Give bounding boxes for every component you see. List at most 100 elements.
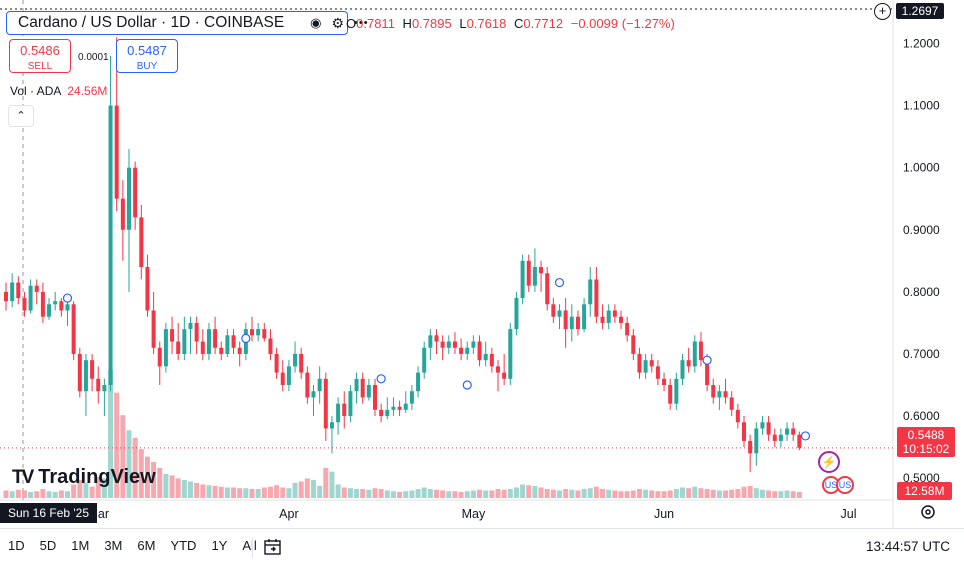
candle-down: [40, 291, 45, 317]
volume-bar: [569, 489, 575, 498]
range-ytd-button[interactable]: YTD: [170, 538, 197, 553]
range-1d-button[interactable]: 1D: [8, 538, 25, 553]
buy-button[interactable]: 0.5487 BUY: [116, 39, 178, 73]
volume-bar: [723, 490, 729, 498]
range-1m-button[interactable]: 1M: [71, 538, 90, 553]
candle-down: [213, 329, 218, 348]
time-axis[interactable]: Mar Apr May Jun Jul: [87, 507, 856, 521]
volume-bar: [144, 456, 150, 498]
chart-settings-gear-icon[interactable]: [919, 503, 937, 521]
range-3m-button[interactable]: 3M: [104, 538, 123, 553]
candle-up: [532, 267, 537, 286]
volume-bar: [126, 430, 132, 498]
volume-bar: [120, 415, 126, 498]
last-volume-badge: 12.58M: [897, 482, 952, 500]
volume-bar: [384, 490, 390, 498]
candle-up: [557, 310, 562, 317]
candle-up: [643, 360, 648, 373]
symbol-legend[interactable]: Cardano / US Dollar · 1D · COINBASE ◉ ⚙ …: [6, 11, 368, 35]
volume-bar: [65, 491, 70, 498]
volume-bar: [507, 488, 513, 498]
candle-down: [71, 304, 76, 354]
candle-up: [569, 316, 574, 330]
candle-up: [108, 105, 113, 386]
add-alert-plus-icon[interactable]: +: [874, 3, 891, 20]
volume-bar: [538, 487, 544, 498]
candle-up: [680, 360, 685, 379]
volume-bar: [698, 488, 704, 498]
candle-down: [305, 372, 310, 398]
candle-down: [342, 403, 347, 417]
volume-bar: [735, 488, 741, 498]
candle-down: [631, 335, 636, 354]
candle-down: [262, 329, 267, 339]
candle-down: [16, 282, 21, 299]
volume-bar: [489, 490, 495, 498]
volume-bar: [101, 478, 107, 498]
tradingview-logo[interactable]: TV TradingView: [12, 466, 156, 489]
candle-up: [354, 378, 359, 392]
volume-bar: [354, 488, 360, 498]
range-all-button[interactable]: All: [242, 538, 257, 553]
candle-down: [120, 198, 125, 230]
trade-marker: [62, 293, 73, 303]
volume-bar: [52, 491, 58, 498]
volume-bar: [317, 485, 323, 498]
range-1y-button[interactable]: 1Y: [211, 538, 228, 553]
volume-bar: [587, 488, 593, 498]
calendar-goto-icon[interactable]: [263, 537, 283, 557]
trade-marker: [376, 374, 386, 384]
candle-up: [778, 434, 783, 441]
candle-up: [391, 406, 396, 410]
volume-bar: [624, 491, 630, 498]
more-icon[interactable]: •••: [354, 17, 369, 29]
candle-layer: [4, 37, 802, 472]
range-6m-button[interactable]: 6M: [137, 538, 156, 553]
range-5d-button[interactable]: 5D: [39, 538, 57, 553]
spread-value: 0.0001: [78, 52, 109, 63]
volume-bar: [323, 467, 329, 498]
utc-clock[interactable]: 13:44:57 UTC: [865, 539, 950, 554]
sell-button[interactable]: 0.5486 SELL: [9, 39, 71, 73]
volume-bar: [114, 392, 120, 498]
candle-up: [28, 285, 33, 311]
candle-up: [256, 329, 261, 336]
candle-down: [200, 341, 205, 354]
eye-icon[interactable]: ◉: [310, 15, 322, 30]
price-axis-label: 0.6000: [903, 409, 940, 423]
candle-down: [637, 353, 642, 373]
volume-bar: [415, 488, 421, 498]
price-axis-label: 0.8000: [903, 285, 940, 299]
gear-icon[interactable]: ⚙: [331, 14, 345, 31]
candle-up: [206, 329, 211, 354]
symbol-title[interactable]: Cardano / US Dollar · 1D · COINBASE: [18, 14, 285, 31]
price-axis[interactable]: 0.5000 0.6000 0.7000 0.8000 0.9000 1.0000 1.10…: [903, 36, 940, 485]
volume-legend[interactable]: Vol · ADA 24.56M: [10, 84, 107, 98]
volume-bar: [434, 489, 439, 498]
candle-up: [416, 372, 421, 392]
candle-down: [268, 338, 273, 354]
volume-bar: [212, 485, 218, 498]
volume-bar: [458, 491, 464, 498]
volume-bar: [138, 449, 144, 498]
candle-up: [465, 347, 470, 354]
volume-bar: [286, 488, 292, 498]
candle-down: [139, 217, 144, 268]
candle-down: [705, 360, 710, 386]
top-price-badge: 1.2697: [896, 3, 944, 19]
event-bolt-icon[interactable]: ⚡: [818, 451, 840, 473]
close-label: C: [513, 16, 524, 31]
volume-bar: [759, 489, 765, 498]
volume-bar: [58, 490, 64, 498]
collapse-legend-button[interactable]: ⌃: [8, 105, 34, 127]
volume-layer: [3, 370, 802, 498]
event-us-flag-icon-2[interactable]: US: [836, 476, 854, 494]
event-us-flag-icon[interactable]: US: [822, 476, 840, 494]
candle-up: [10, 282, 15, 302]
candle-down: [600, 316, 605, 323]
candle-down: [551, 304, 556, 317]
candle-down: [711, 385, 716, 398]
price-chart[interactable]: 0.5000 0.6000 0.7000 0.8000 0.9000 1.0000 1.10…: [0, 0, 964, 528]
volume-bar: [77, 479, 83, 498]
